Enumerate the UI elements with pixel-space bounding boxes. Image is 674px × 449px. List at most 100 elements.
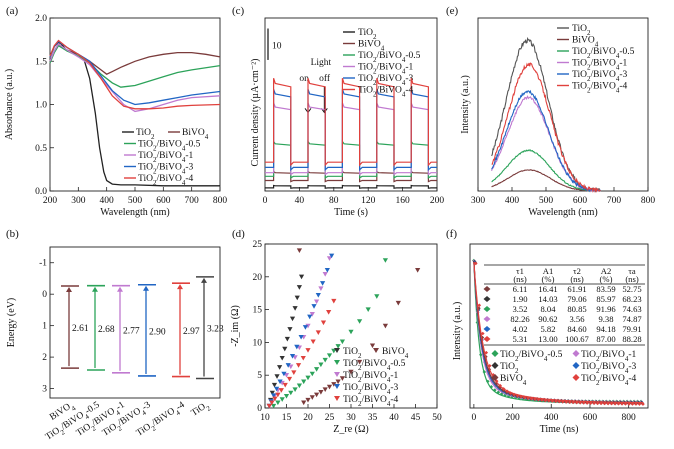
x-tick-label: 35 bbox=[368, 413, 378, 423]
table-row-marker bbox=[483, 296, 491, 302]
data-point bbox=[487, 363, 492, 368]
x-tick-label: 600 bbox=[583, 413, 598, 423]
legend-entry: TiO2/BiVO4-0.5 bbox=[358, 51, 421, 64]
data-point bbox=[269, 400, 275, 406]
series-TiO2/BiVO4-4 bbox=[473, 261, 645, 406]
y-tick-label: 15 bbox=[253, 306, 263, 316]
data-point bbox=[568, 400, 572, 404]
x-tick-label: 800 bbox=[622, 413, 637, 423]
y-tick-label: 2 bbox=[42, 353, 47, 363]
series-BiVO4 bbox=[296, 248, 421, 406]
legend-entry: TiO2 bbox=[500, 362, 519, 375]
data-point bbox=[515, 393, 520, 398]
arrow-head bbox=[66, 287, 72, 293]
x-tick-label: 500 bbox=[539, 196, 554, 206]
data-point bbox=[283, 393, 290, 399]
legend-marker bbox=[491, 362, 499, 369]
data-point bbox=[533, 397, 537, 401]
data-point bbox=[294, 295, 300, 301]
y-tick-label: 5 bbox=[257, 371, 262, 381]
table-cell: 79.06 bbox=[567, 294, 587, 304]
data-point bbox=[311, 304, 317, 309]
data-point bbox=[331, 348, 337, 354]
legend-entry: TiO2/BiVO4-4 bbox=[581, 374, 636, 387]
y-tick-label: 1.0 bbox=[35, 101, 47, 111]
legend-entry: TiO2/BiVO4-1 bbox=[358, 63, 413, 76]
data-point bbox=[318, 286, 324, 292]
data-point bbox=[365, 307, 371, 312]
light-label: Light bbox=[311, 58, 332, 68]
data-point bbox=[501, 387, 506, 391]
table-header-unit: (%) bbox=[600, 274, 613, 284]
data-point bbox=[494, 379, 499, 383]
data-point bbox=[314, 392, 320, 398]
data-point bbox=[298, 334, 304, 340]
table-cell: 3.56 bbox=[569, 314, 585, 324]
data-point bbox=[479, 352, 483, 357]
data-point bbox=[627, 402, 631, 406]
table-header: τ1 bbox=[516, 266, 524, 276]
table-cell: 100.67 bbox=[565, 334, 589, 344]
y-tick-label: -1 bbox=[39, 259, 47, 269]
x-tick-label: 300 bbox=[471, 196, 486, 206]
data-point bbox=[296, 383, 302, 389]
data-point bbox=[331, 298, 337, 304]
data-point bbox=[298, 274, 305, 280]
data-point bbox=[623, 402, 628, 406]
data-point bbox=[275, 400, 281, 406]
legend-entry: TiO2/BiVO4-4 bbox=[358, 86, 413, 99]
x-tick-label: 500 bbox=[128, 196, 143, 206]
data-point bbox=[326, 353, 333, 358]
data-point bbox=[287, 327, 293, 332]
arrow-head bbox=[143, 285, 149, 291]
data-point bbox=[637, 402, 642, 406]
data-point bbox=[599, 401, 603, 406]
data-point bbox=[547, 398, 551, 403]
data-point bbox=[606, 401, 610, 406]
data-point bbox=[339, 376, 345, 381]
legend-entry: BiVO4 bbox=[572, 36, 599, 49]
x-tick-label: 200 bbox=[505, 413, 520, 423]
data-point bbox=[286, 376, 293, 382]
data-point bbox=[326, 384, 333, 390]
data-point bbox=[315, 330, 321, 335]
panel-c-photocurrent: (c) 0 40 80 120 160 200 Time (s) Current density… bbox=[232, 5, 444, 218]
data-point bbox=[305, 375, 311, 381]
scale-bar-label: 10 bbox=[272, 41, 282, 51]
x-tick-label: 800 bbox=[641, 196, 656, 206]
data-point bbox=[314, 367, 320, 372]
table-cell: 87.00 bbox=[596, 334, 615, 344]
legend-marker bbox=[334, 372, 340, 377]
x-tick-label: 400 bbox=[505, 196, 520, 206]
legend-entry: TiO2/BiVO4-1 bbox=[343, 371, 398, 384]
data-point bbox=[292, 387, 298, 393]
legend-marker bbox=[572, 350, 580, 357]
table-cell: 5.82 bbox=[540, 324, 555, 334]
table-cell: 85.97 bbox=[596, 294, 616, 304]
legend-entry: BiVO4 bbox=[182, 128, 209, 141]
legend-entry: TiO2/BiVO4-0.5 bbox=[500, 350, 563, 363]
data-point bbox=[314, 299, 320, 305]
data-point bbox=[395, 300, 401, 306]
data-point bbox=[309, 371, 315, 377]
data-point bbox=[301, 379, 307, 385]
data-point bbox=[369, 343, 376, 349]
data-point bbox=[305, 348, 311, 353]
data-point bbox=[331, 382, 337, 387]
data-point bbox=[489, 385, 494, 389]
data-point bbox=[595, 401, 600, 406]
y-tick-label: 0 bbox=[257, 404, 262, 414]
data-point bbox=[474, 261, 478, 266]
data-point bbox=[278, 388, 284, 393]
data-point bbox=[271, 382, 278, 388]
data-point bbox=[634, 402, 638, 406]
data-point bbox=[609, 401, 614, 406]
x-tick-label: 15 bbox=[282, 413, 292, 423]
table-cell: 13.00 bbox=[538, 334, 557, 344]
table-row-marker bbox=[483, 326, 491, 332]
table-header-unit: (ns) bbox=[570, 274, 584, 284]
data-point bbox=[277, 379, 283, 385]
x-tick-label: 200 bbox=[43, 196, 58, 206]
data-point bbox=[564, 400, 569, 404]
plot-frame bbox=[264, 17, 438, 192]
